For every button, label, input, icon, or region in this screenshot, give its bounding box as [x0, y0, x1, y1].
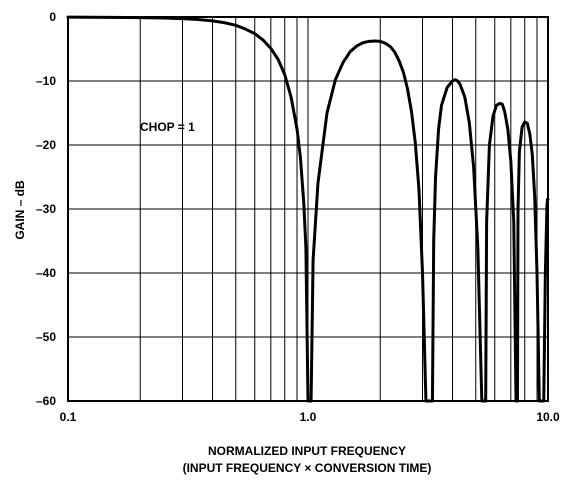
y-axis-title: GAIN – dB: [13, 180, 27, 240]
gain-response-line: [66, 15, 550, 403]
x-tick-label: 0.1: [60, 410, 77, 424]
chop-annotation: CHOP = 1: [140, 120, 195, 134]
series-layer: [66, 15, 550, 403]
y-tick-labels: 0 –10 –20 –30 –40 –50 –60: [36, 10, 56, 408]
plot-border: [67, 16, 549, 402]
y-tick-label: –30: [36, 202, 56, 216]
x-tick-label: 1.0: [300, 410, 317, 424]
y-tick-label: –50: [36, 330, 56, 344]
y-tick-label: 0: [49, 10, 56, 24]
plot-frame: [67, 16, 549, 402]
x-tick-label: 10.0: [536, 410, 560, 424]
x-tick-labels: 0.1 1.0 10.0: [60, 410, 560, 424]
y-tick-label: –60: [36, 394, 56, 408]
x-axis-title-line-1: NORMALIZED INPUT FREQUENCY: [208, 444, 406, 458]
y-tick-label: –20: [36, 138, 56, 152]
y-tick-label: –10: [36, 74, 56, 88]
x-axis-title-line-2: (INPUT FREQUENCY × CONVERSION TIME): [183, 461, 432, 475]
y-tick-label: –40: [36, 266, 56, 280]
